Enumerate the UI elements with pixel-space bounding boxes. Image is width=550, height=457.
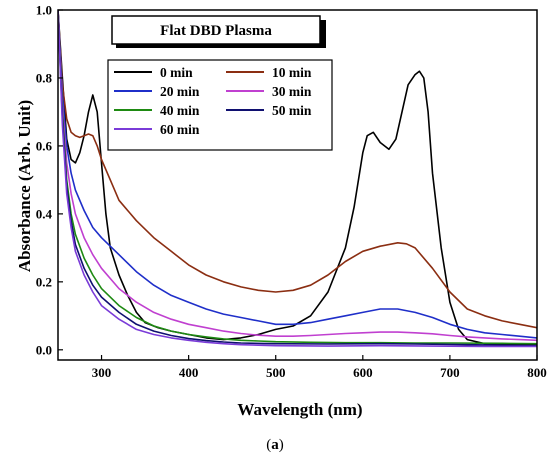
legend-frame xyxy=(107,59,333,151)
figure-caption-letter: a xyxy=(271,437,279,453)
x-tick-label: 700 xyxy=(440,365,460,380)
series-line-1 xyxy=(58,10,537,329)
series-line-0 xyxy=(58,10,537,346)
series-line-5 xyxy=(58,10,537,347)
y-tick-label: 0.2 xyxy=(36,274,52,289)
series-line-2 xyxy=(58,10,537,339)
x-tick-label: 600 xyxy=(353,365,373,380)
legend-label: 60 min xyxy=(160,122,200,137)
y-tick-label: 0.6 xyxy=(36,138,53,153)
x-tick-label: 800 xyxy=(527,365,547,380)
series-line-3 xyxy=(58,10,537,342)
title-box: Flat DBD Plasma xyxy=(111,15,326,48)
legend-label: 0 min xyxy=(160,65,193,80)
x-tick-label: 400 xyxy=(179,365,199,380)
y-tick-label: 1.0 xyxy=(36,3,52,18)
legend-label: 50 min xyxy=(272,103,312,118)
y-tick-label: 0.8 xyxy=(36,70,53,85)
axes-layer: 300 400 500 600 700 800 0.0 0.2 0.4 0.6 0.8 1.0 xyxy=(36,3,547,381)
series-layer xyxy=(58,10,537,348)
series-line-6 xyxy=(58,10,537,348)
series-line-4 xyxy=(58,10,537,345)
x-axis-label: Wavelength (nm) xyxy=(237,400,362,419)
y-tick-label: 0.4 xyxy=(36,206,53,221)
legend: 0 min 10 min 20 min 30 min 40 min 50 min 60 mi… xyxy=(107,59,333,151)
figure-caption: (a) xyxy=(266,437,284,453)
legend-label: 10 min xyxy=(272,65,312,80)
x-tick-label: 500 xyxy=(266,365,286,380)
y-tick-label: 0.0 xyxy=(36,342,52,357)
x-tick-label: 300 xyxy=(92,365,112,380)
legend-label: 20 min xyxy=(160,84,200,99)
legend-label: 30 min xyxy=(272,84,312,99)
plot-frame xyxy=(57,9,538,361)
y-axis-label: Absorbance (Arb. Unit) xyxy=(15,100,34,272)
legend-label: 40 min xyxy=(160,103,200,118)
chart-title: Flat DBD Plasma xyxy=(160,23,272,39)
title-box-frame xyxy=(111,15,321,45)
